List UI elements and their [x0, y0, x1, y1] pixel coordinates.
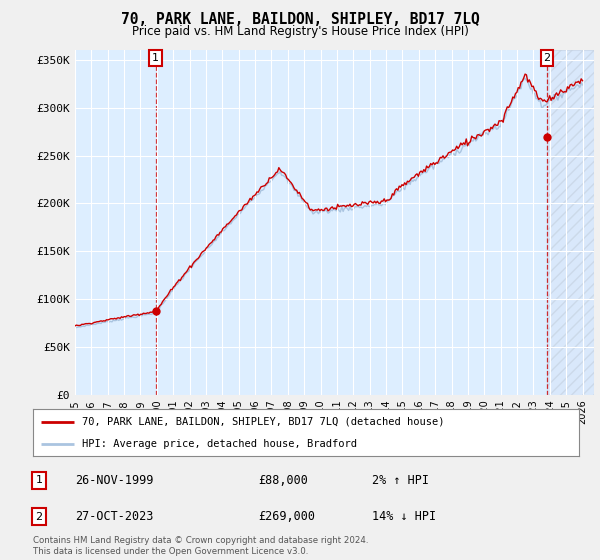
Text: Price paid vs. HM Land Registry's House Price Index (HPI): Price paid vs. HM Land Registry's House … [131, 25, 469, 38]
Text: 2: 2 [544, 53, 551, 63]
Bar [547, 50, 594, 395]
Text: 70, PARK LANE, BAILDON, SHIPLEY, BD17 7LQ: 70, PARK LANE, BAILDON, SHIPLEY, BD17 7L… [121, 12, 479, 27]
Text: 70, PARK LANE, BAILDON, SHIPLEY, BD17 7LQ (detached house): 70, PARK LANE, BAILDON, SHIPLEY, BD17 7L… [82, 417, 445, 427]
Text: 26-NOV-1999: 26-NOV-1999 [75, 474, 154, 487]
Text: 2: 2 [35, 512, 43, 521]
Text: 2% ↑ HPI: 2% ↑ HPI [372, 474, 429, 487]
Text: Contains HM Land Registry data © Crown copyright and database right 2024.
This d: Contains HM Land Registry data © Crown c… [33, 536, 368, 556]
Text: 1: 1 [152, 53, 159, 63]
Text: 14% ↓ HPI: 14% ↓ HPI [372, 510, 436, 523]
Text: £88,000: £88,000 [258, 474, 308, 487]
Text: 1: 1 [35, 475, 43, 485]
Text: 27-OCT-2023: 27-OCT-2023 [75, 510, 154, 523]
Bar [547, 50, 594, 395]
Text: HPI: Average price, detached house, Bradford: HPI: Average price, detached house, Brad… [82, 438, 357, 449]
Text: £269,000: £269,000 [258, 510, 315, 523]
